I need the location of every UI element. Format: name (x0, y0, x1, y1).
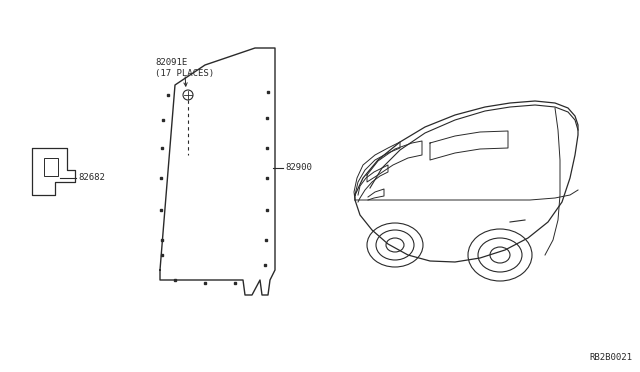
Text: 82900: 82900 (285, 164, 312, 173)
Text: 82091E
(17 PLACES): 82091E (17 PLACES) (155, 58, 214, 78)
Text: 82682: 82682 (78, 173, 105, 183)
Text: RB2B0021: RB2B0021 (589, 353, 632, 362)
Bar (44, 158, 58, 176)
